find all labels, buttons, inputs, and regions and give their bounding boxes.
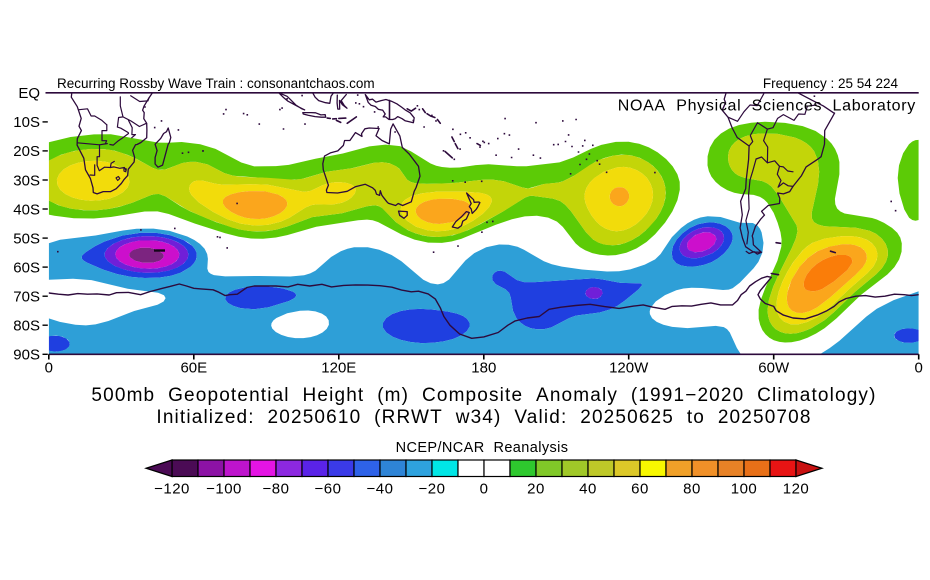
svg-text:90S: 90S [13, 347, 40, 364]
svg-text:20: 20 [527, 481, 545, 498]
svg-text:10S: 10S [13, 114, 40, 131]
svg-text:60W: 60W [758, 360, 790, 377]
svg-text:80S: 80S [13, 318, 40, 335]
svg-text:NOAA Physical Sciences Labo: NOAA Physical Sciences Laboratory [618, 98, 916, 115]
svg-text:−40: −40 [367, 481, 394, 498]
svg-text:40S: 40S [13, 201, 40, 218]
svg-text:70S: 70S [13, 289, 40, 306]
svg-text:0: 0 [480, 481, 489, 498]
svg-text:180: 180 [471, 360, 496, 377]
svg-text:0: 0 [45, 360, 53, 377]
svg-text:Recurring Rossby Wave Train :: Recurring Rossby Wave Train : consonantc… [57, 76, 375, 91]
svg-text:60: 60 [631, 481, 649, 498]
svg-text:−120: −120 [154, 481, 190, 498]
svg-text:20S: 20S [13, 143, 40, 160]
svg-text:−80: −80 [263, 481, 290, 498]
svg-text:−100: −100 [206, 481, 242, 498]
svg-text:30S: 30S [13, 172, 40, 189]
svg-text:500mb Geopotential Height (: 500mb Geopotential Height (m) Composite … [91, 385, 876, 406]
svg-text:120W: 120W [609, 360, 649, 377]
svg-text:100: 100 [731, 481, 758, 498]
svg-text:Initialized: 20250610 (RRWT: Initialized: 20250610 (RRWT w34) Valid: … [156, 407, 811, 428]
svg-text:EQ: EQ [18, 85, 40, 102]
svg-text:40: 40 [579, 481, 597, 498]
svg-text:80: 80 [683, 481, 701, 498]
svg-text:NCEP/NCAR Reanalysis: NCEP/NCAR Reanalysis [396, 440, 569, 456]
svg-text:60E: 60E [180, 360, 207, 377]
svg-text:−20: −20 [419, 481, 446, 498]
svg-text:120E: 120E [321, 360, 356, 377]
svg-text:120: 120 [783, 481, 810, 498]
svg-text:Frequency : 25 54 224: Frequency : 25 54 224 [763, 76, 899, 91]
svg-text:0: 0 [915, 360, 923, 377]
svg-text:−60: −60 [315, 481, 342, 498]
svg-text:60S: 60S [13, 259, 40, 276]
svg-text:50S: 50S [13, 230, 40, 247]
